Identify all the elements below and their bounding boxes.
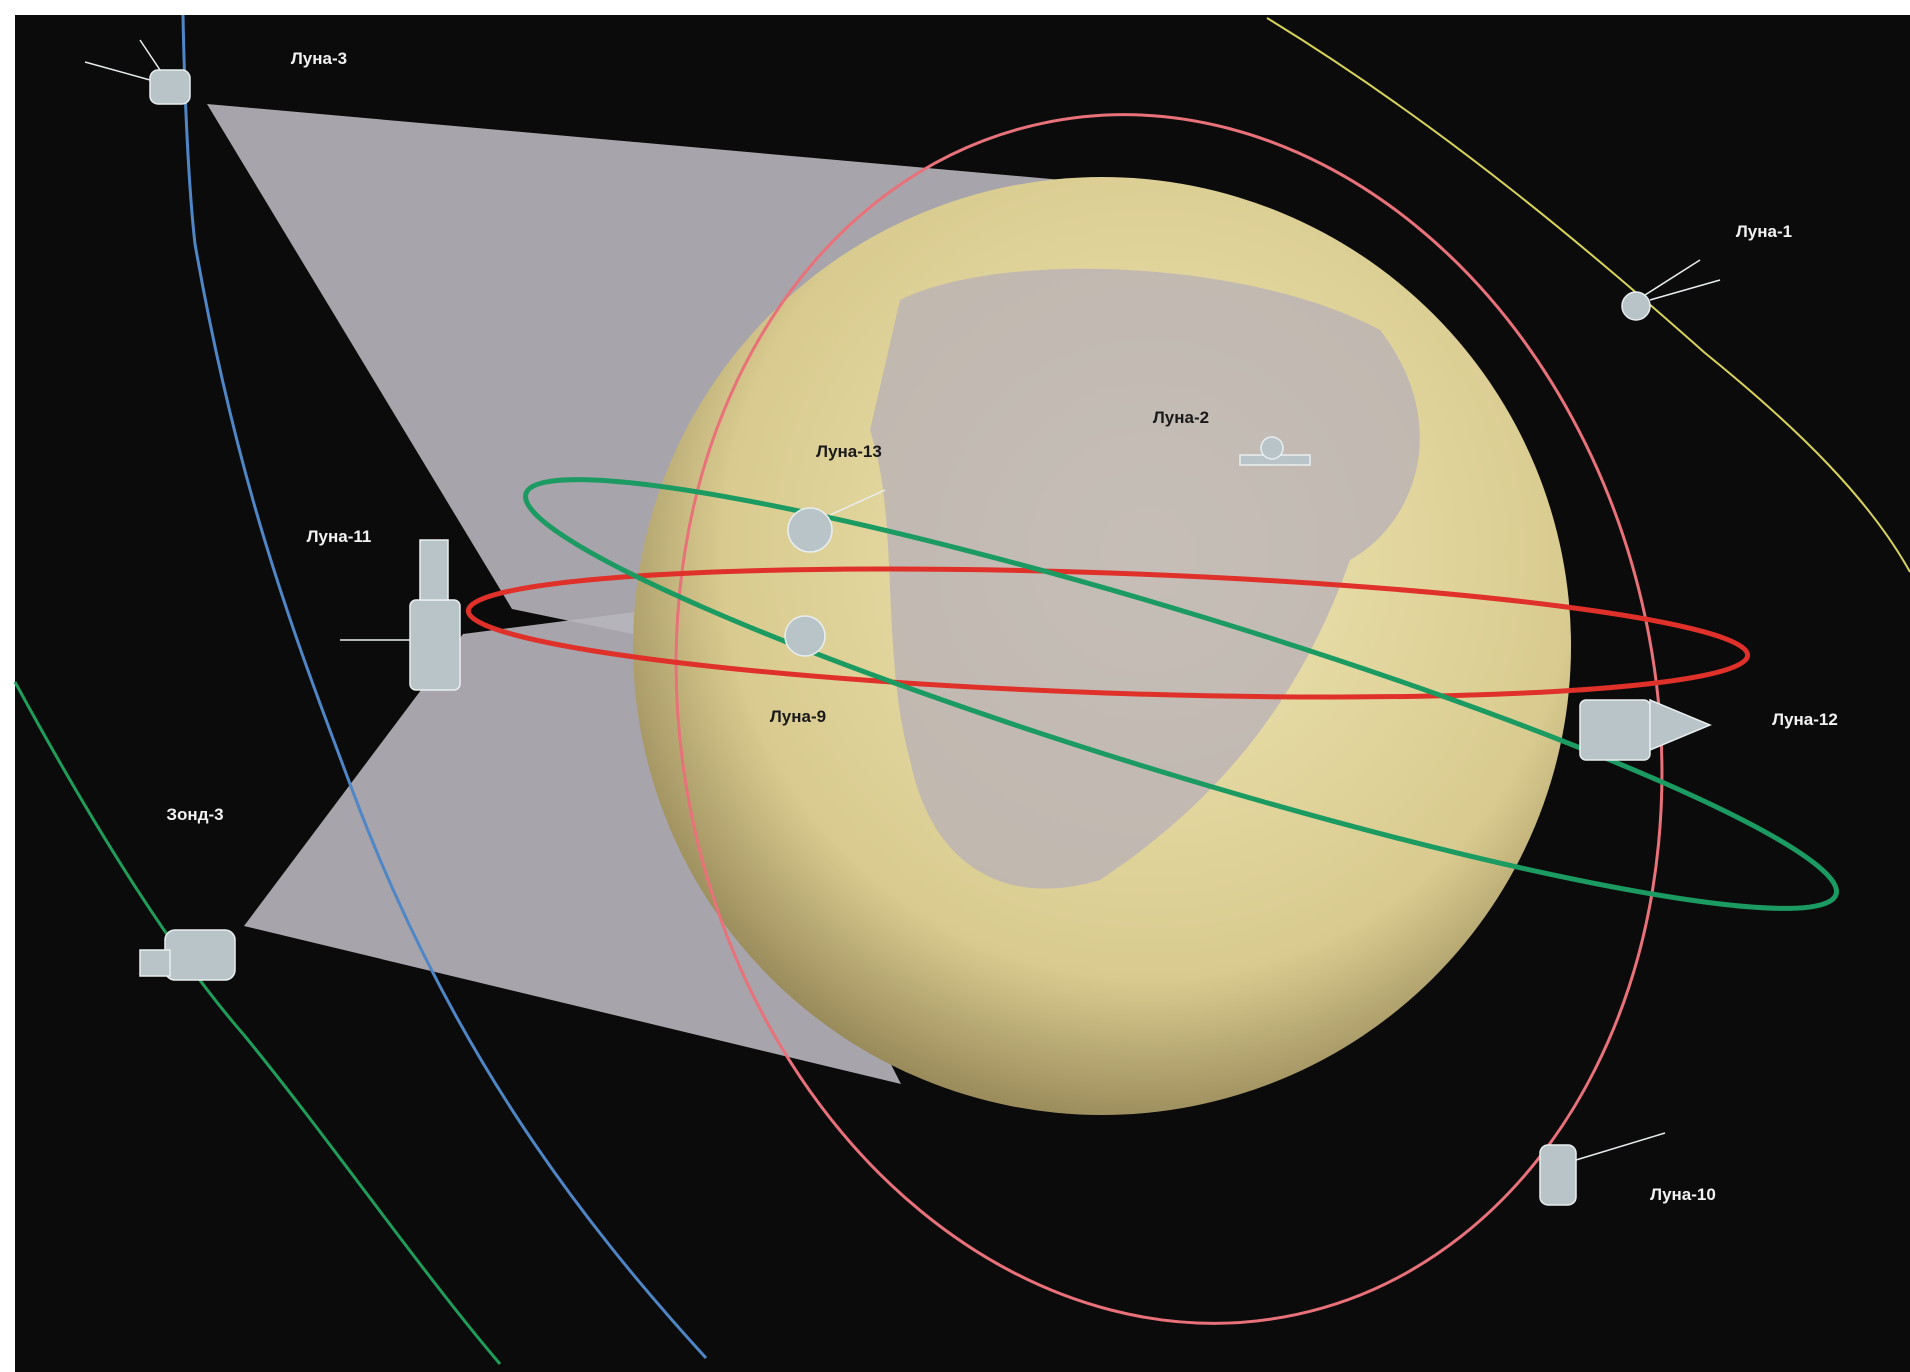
spacecraft-luna-3: [84, 39, 191, 105]
spacecraft-luna-2: [1239, 436, 1311, 466]
label: Зонд-3: [166, 805, 223, 824]
label: Луна-12: [1772, 710, 1838, 729]
label: Луна-2: [1153, 408, 1209, 427]
spacecraft-luna-12: [1579, 698, 1712, 761]
spacecraft: [84, 39, 1721, 1206]
label: Луна-9: [770, 707, 826, 726]
label: Луна-10: [1650, 1185, 1716, 1204]
label: Луна-11: [307, 527, 372, 546]
spacecraft-luna-10: [1539, 1132, 1666, 1206]
orbit-line: [465, 566, 1751, 700]
orbit-line: [181, 14, 708, 1360]
orbit-line: [1266, 17, 1910, 573]
spacecraft-luna-13: [787, 489, 886, 553]
label: Луна-13: [816, 442, 882, 461]
label: Луна-3: [291, 49, 347, 68]
label: Луна-1: [1736, 222, 1792, 241]
spacecraft-luna-11: [340, 539, 461, 691]
lunar-mare: [870, 268, 1420, 889]
orbit-line: [523, 477, 1839, 911]
orbit-line: [13, 681, 502, 1365]
spacecraft-zond-3: [139, 929, 236, 981]
view-cone: [244, 609, 901, 1084]
spacecraft-luna-1: [1621, 259, 1721, 321]
orbits: [13, 14, 1910, 1365]
spacecraft-luna-9: [784, 615, 826, 657]
